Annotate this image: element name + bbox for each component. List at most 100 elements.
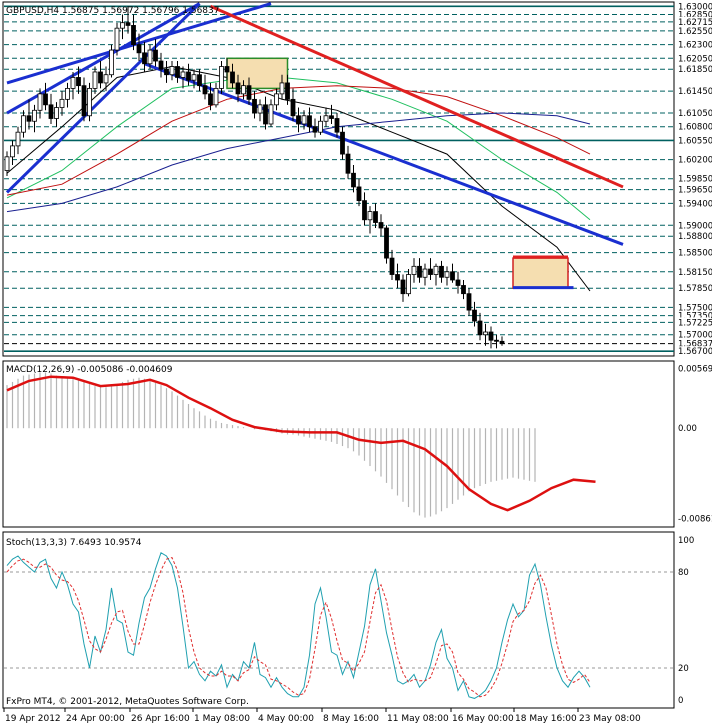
stochastic-pane: 100 80 20 0 Stoch(13,3,3) 7.6493 10.9574 Fx…: [2, 531, 694, 709]
candle-body: [21, 115, 26, 133]
candle-body: [499, 340, 505, 344]
candle-body: [417, 265, 422, 278]
time-label: 24 Apr 00:00: [66, 714, 125, 724]
candle-body: [483, 331, 488, 336]
price-label: 1.62550: [678, 27, 712, 37]
price-zones: [226, 57, 569, 289]
price-label: 1.58150: [678, 268, 712, 278]
price-label-bg: [675, 16, 711, 27]
candle-body: [37, 93, 43, 111]
macd-histogram: [6, 372, 536, 518]
candle-body: [477, 320, 483, 336]
candle-body: [230, 71, 235, 84]
candle-body: [81, 85, 87, 117]
candle-body: [285, 82, 290, 100]
candle-body: [87, 87, 92, 117]
price-label-bg: [675, 39, 711, 50]
candle-body: [92, 71, 98, 89]
price-label: 1.61850: [678, 65, 712, 75]
price-label-bg: [675, 1, 711, 12]
candle-body: [257, 104, 263, 114]
candle-body: [186, 71, 191, 81]
price-label-bg: [675, 184, 711, 195]
time-label: 18 May 16:00: [515, 714, 577, 724]
price-label-bg: [675, 317, 711, 328]
time-label: 16 May 00:00: [452, 714, 514, 724]
trend-line-falling-support: [143, 62, 624, 246]
moving-average-1: [6, 76, 591, 221]
candle-body: [169, 66, 175, 76]
macd-pane-header: MACD(12,26,9) -0.005086 -0.004609: [6, 365, 173, 375]
price-label-bg: [675, 247, 711, 258]
macd-pane-frame: [2, 360, 675, 528]
candle-body: [59, 98, 65, 108]
candle-body: [252, 98, 257, 114]
price-label-bg: [675, 198, 711, 209]
candle-body: [274, 93, 279, 106]
candle-body: [202, 85, 208, 95]
stochastic-main-line: [6, 552, 591, 699]
candle-body: [208, 93, 213, 106]
candle-body: [290, 98, 296, 117]
time-axis: 19 Apr 2012 24 Apr 00:00 26 Apr 16:00 1 May…: [3, 708, 641, 724]
price-label-bg: [675, 220, 711, 231]
price-label: 1.58800: [678, 232, 712, 242]
candle-body: [224, 66, 230, 73]
candle-body: [65, 87, 70, 100]
time-label: 4 May 00:00: [258, 714, 314, 724]
candle-body: [32, 109, 37, 122]
price-label-bg: [675, 310, 711, 321]
price-label: 1.57500: [678, 303, 712, 313]
watermark: FxPro MT4, © 2001-2012, MetaQuotes Softw…: [6, 697, 249, 707]
candle-body: [54, 107, 59, 119]
stochastic-signal-line: [6, 556, 591, 698]
candle-body: [307, 115, 312, 128]
candle-body: [136, 44, 142, 54]
stochastic-tick-label: 80: [678, 568, 689, 578]
macd-tick-label: 0.00: [678, 424, 697, 434]
time-label: 8 May 16:00: [323, 714, 379, 724]
candle-body: [389, 257, 395, 275]
candle-body: [43, 93, 48, 106]
price-label-bg: [675, 154, 711, 165]
candle-body: [439, 265, 444, 278]
candle-body: [76, 77, 81, 87]
candle-body: [153, 49, 158, 62]
macd-tick-label: 0.00569: [678, 364, 712, 374]
candle-body: [367, 211, 373, 221]
candle-body: [142, 52, 147, 65]
price-label-bg: [675, 338, 711, 349]
stochastic-axis: 100 80 20 0: [678, 536, 694, 706]
candle-body: [26, 115, 32, 122]
trend-line-resistance: [209, 4, 624, 189]
stochastic-tick-label: 20: [678, 664, 689, 674]
candle-body: [411, 265, 417, 275]
time-label: 19 Apr 2012: [5, 714, 61, 724]
candle-body: [400, 279, 406, 295]
price-label-bg: [675, 86, 711, 97]
candle-body: [158, 60, 164, 70]
price-label-bg: [675, 121, 711, 132]
price-label: 1.62715: [678, 18, 712, 28]
price-label-bg: [675, 108, 711, 119]
candle-body: [114, 27, 120, 51]
stochastic-tick-label: 0: [678, 696, 683, 706]
price-label: 1.59400: [678, 199, 712, 209]
macd-pane: 0.00569 0.00 -0.00861 MACD(12,26,9) -0.005…: [2, 360, 712, 528]
stochastic-pane-header: Stoch(13,3,3) 7.6493 10.9574: [6, 538, 142, 548]
candle-body: [268, 104, 274, 125]
stochastic-pane-frame: [2, 531, 675, 709]
candle-body: [301, 115, 307, 125]
price-label-bg: [675, 266, 711, 277]
candle-body: [466, 293, 472, 311]
candle-body: [103, 74, 109, 84]
candle-body: [362, 200, 367, 221]
price-label: 1.61050: [678, 109, 712, 119]
candle-body: [48, 104, 54, 119]
candle-body: [180, 71, 186, 78]
candlesticks: [4, 6, 505, 349]
price-label: 1.59650: [678, 186, 712, 196]
